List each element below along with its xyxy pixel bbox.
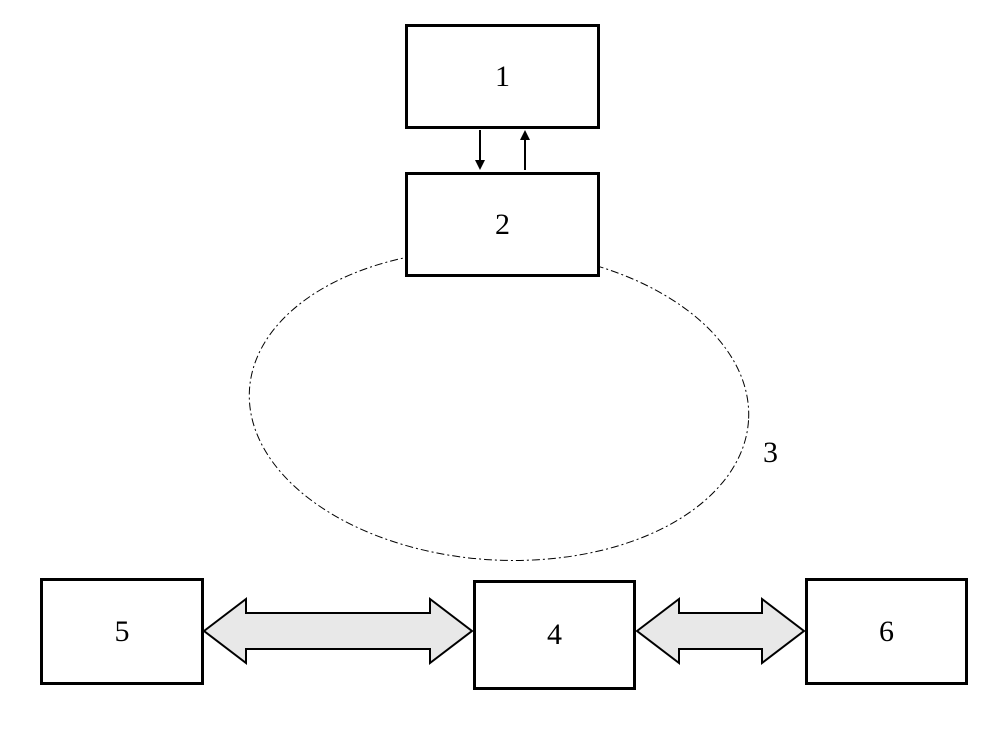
double-arrow-5-4 <box>204 599 472 663</box>
double-arrow-4-6 <box>637 599 804 663</box>
node-1: 1 <box>405 24 600 129</box>
node-6-label: 6 <box>879 615 894 649</box>
node-1-label: 1 <box>495 60 510 94</box>
arrow-1-to-2 <box>475 130 485 170</box>
node-2-label: 2 <box>495 208 510 242</box>
ellipse-label-3-text: 3 <box>763 436 778 469</box>
node-4-label: 4 <box>547 618 562 652</box>
node-2: 2 <box>405 172 600 277</box>
diagram-canvas: 1 2 4 5 6 3 <box>0 0 1000 735</box>
ellipse-label-3: 3 <box>763 436 778 470</box>
ellipse-link-2-4 <box>240 235 758 575</box>
arrow-2-to-1 <box>520 130 530 170</box>
node-6: 6 <box>805 578 968 685</box>
node-4: 4 <box>473 580 636 690</box>
node-5-label: 5 <box>115 615 130 649</box>
node-5: 5 <box>40 578 204 685</box>
